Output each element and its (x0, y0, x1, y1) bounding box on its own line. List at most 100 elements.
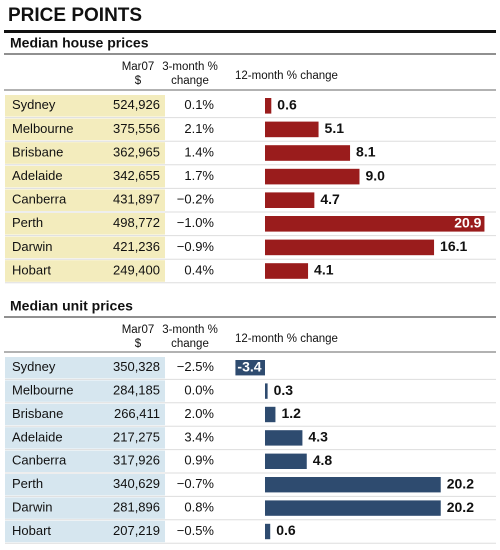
change-3m: −1.0% (177, 215, 215, 230)
row-tint (5, 380, 165, 402)
city: Melbourne (12, 383, 73, 398)
city: Sydney (12, 359, 56, 374)
price: 498,772 (113, 215, 160, 230)
change-3m: −0.7% (177, 476, 215, 491)
row-tint (5, 427, 165, 449)
row-tint (5, 213, 165, 235)
value-label: 0.3 (274, 382, 294, 398)
value-label: 20.2 (447, 475, 474, 491)
price: 431,897 (113, 192, 160, 207)
change-3m: 0.1% (184, 97, 214, 112)
city: Adelaide (12, 168, 63, 183)
bar (265, 500, 441, 516)
change-3m: 0.8% (184, 500, 214, 515)
row-tint (5, 118, 165, 141)
city: Darwin (12, 500, 52, 515)
change-3m: −2.5% (177, 359, 215, 374)
row-tint (5, 142, 165, 164)
bar (265, 263, 309, 279)
bar (265, 477, 441, 493)
change-3m: 2.1% (184, 121, 214, 136)
value-label: 1.2 (281, 405, 301, 421)
row-tint (5, 474, 165, 496)
change-3m: 2.0% (184, 406, 214, 421)
row-tint (5, 450, 165, 472)
column-header: 12-month % change (235, 333, 338, 345)
city: Adelaide (12, 429, 63, 444)
row-tint (5, 497, 165, 519)
bar (235, 360, 265, 376)
change-3m: 0.9% (184, 453, 214, 468)
row-tint (5, 260, 165, 282)
bar (265, 192, 315, 208)
value-label: 16.1 (440, 238, 467, 254)
price: 350,328 (113, 359, 160, 374)
column-header: 3-month % (162, 324, 218, 336)
value-label: 9.0 (366, 167, 386, 183)
section-title: Median house prices (10, 35, 149, 51)
price: 340,629 (113, 476, 160, 491)
price: 362,965 (113, 144, 160, 159)
price: 266,411 (114, 406, 160, 421)
bar (265, 523, 271, 540)
change-3m: 0.0% (184, 383, 214, 398)
price: 217,275 (113, 429, 160, 444)
bar (265, 121, 319, 138)
bar (265, 453, 307, 469)
row-tint (5, 357, 165, 379)
value-label: 20.9 (454, 215, 481, 231)
column-header: change (171, 75, 209, 87)
value-label: 4.3 (308, 429, 328, 445)
change-3m: −0.5% (177, 523, 215, 538)
change-3m: 0.4% (184, 262, 214, 277)
city: Sydney (12, 97, 56, 112)
column-header: change (171, 338, 209, 350)
value-label: -3.4 (237, 358, 261, 374)
column-header: Mar07 (122, 324, 155, 336)
value-label: 5.1 (325, 120, 345, 136)
row-tint (5, 236, 165, 259)
city: Darwin (12, 239, 52, 254)
bar (265, 406, 276, 423)
column-header: 12-month % change (235, 70, 338, 82)
bar (265, 168, 360, 185)
price: 281,896 (113, 500, 160, 515)
change-3m: −0.9% (177, 239, 215, 254)
value-label: 0.6 (277, 97, 297, 113)
city: Hobart (12, 523, 51, 538)
bar (265, 145, 351, 161)
city: Perth (12, 476, 43, 491)
bar (265, 98, 272, 114)
bar (265, 430, 303, 446)
bar (265, 383, 268, 399)
row-tint (5, 165, 165, 188)
value-label: 4.7 (320, 191, 340, 207)
title: PRICE POINTS (8, 5, 142, 26)
change-3m: 1.7% (184, 168, 214, 183)
change-3m: −0.2% (177, 192, 215, 207)
bar (265, 216, 485, 232)
price: 421,236 (113, 239, 160, 254)
change-3m: 1.4% (184, 144, 214, 159)
price: 375,556 (113, 121, 160, 136)
column-header: 3-month % (162, 61, 218, 73)
value-label: 8.1 (356, 144, 376, 160)
section-title: Median unit prices (10, 298, 133, 314)
title-rule (4, 30, 496, 33)
change-3m: 3.4% (184, 429, 214, 444)
city: Brisbane (12, 144, 63, 159)
price: 207,219 (113, 523, 160, 538)
price: 249,400 (113, 262, 160, 277)
price: 342,655 (113, 168, 160, 183)
row-tint (5, 403, 165, 426)
row-tint (5, 520, 165, 543)
value-label: 20.2 (447, 499, 474, 515)
city: Canberra (12, 192, 67, 207)
city: Brisbane (12, 406, 63, 421)
column-header: $ (135, 338, 142, 350)
price: 284,185 (113, 383, 160, 398)
value-label: 0.6 (276, 522, 296, 538)
city: Perth (12, 215, 43, 230)
city: Hobart (12, 262, 51, 277)
